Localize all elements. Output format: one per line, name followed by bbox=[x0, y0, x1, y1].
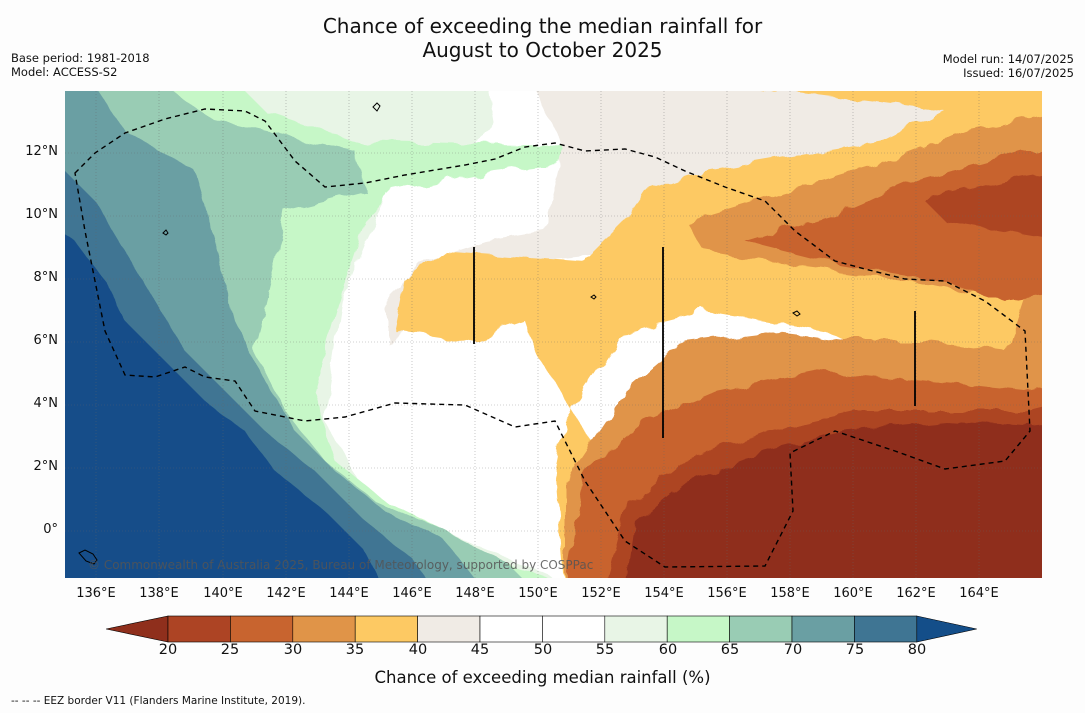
colorbar-segment-25-30 bbox=[230, 615, 294, 643]
base-period: Base period: 1981-2018 bbox=[11, 51, 150, 65]
colorbar-tick-20: 20 bbox=[158, 642, 178, 658]
map-title: Chance of exceeding the median rainfall … bbox=[0, 14, 1085, 62]
model-run: Model run: 14/07/2025 bbox=[942, 52, 1074, 66]
colorbar-tick-40: 40 bbox=[408, 642, 428, 658]
colorbar-segment-20-25 bbox=[167, 615, 231, 643]
colorbar-title: Chance of exceeding median rainfall (%) bbox=[374, 668, 711, 687]
islands bbox=[78, 102, 801, 565]
eez-border bbox=[74, 108, 1031, 568]
lat-label-12n: 12°N bbox=[25, 144, 58, 159]
colorbar-segment-35-40 bbox=[354, 615, 418, 643]
colorbar-segment-75-80 bbox=[854, 615, 918, 643]
lon-label-148e: 148°E bbox=[455, 586, 495, 601]
colorbar-segment-50-55 bbox=[542, 615, 606, 643]
colorbar-tick-65: 65 bbox=[720, 642, 740, 658]
lon-label-158e: 158°E bbox=[770, 586, 810, 601]
title-line-1: Chance of exceeding the median rainfall … bbox=[322, 14, 763, 38]
lon-label-146e: 146°E bbox=[392, 586, 432, 601]
lon-label-140e: 140°E bbox=[203, 586, 243, 601]
colorbar-segment-70-75 bbox=[791, 615, 855, 643]
graticule bbox=[65, 91, 1042, 578]
lon-label-138e: 138°E bbox=[139, 586, 179, 601]
meta-right: Model run: 14/07/2025 Issued: 16/07/2025 bbox=[943, 52, 1074, 80]
lon-label-154e: 154°E bbox=[644, 586, 684, 601]
region-below-20 bbox=[626, 421, 1042, 578]
lat-label-4n: 4°N bbox=[33, 396, 59, 411]
meta-left: Base period: 1981-2018 Model: ACCESS-S2 bbox=[11, 51, 150, 79]
colorbar-extend-high bbox=[916, 615, 977, 643]
colorbar-segment-65-70 bbox=[729, 615, 793, 643]
colorbar-segment-30-35 bbox=[292, 615, 356, 643]
lon-label-162e: 162°E bbox=[896, 586, 936, 601]
lon-label-144e: 144°E bbox=[329, 586, 369, 601]
lon-label-160e: 160°E bbox=[833, 586, 873, 601]
colorbar-tick-45: 45 bbox=[470, 642, 490, 658]
colorbar-tick-55: 55 bbox=[595, 642, 615, 658]
colorbar-tick-60: 60 bbox=[658, 642, 678, 658]
lon-label-156e: 156°E bbox=[707, 586, 747, 601]
copyright-notice: © Commonwealth of Australia 2025, Bureau… bbox=[88, 558, 594, 572]
title-line-2: August to October 2025 bbox=[422, 38, 663, 62]
lat-label-8n: 8°N bbox=[33, 270, 59, 285]
lon-label-150e: 150°E bbox=[518, 586, 558, 601]
lon-label-164e: 164°E bbox=[959, 586, 999, 601]
colorbar-extend-low bbox=[106, 615, 169, 643]
colorbar-segment-40-45 bbox=[417, 615, 481, 643]
colorbar-tick-25: 25 bbox=[220, 642, 240, 658]
lat-label-6n: 6°N bbox=[33, 333, 59, 348]
lon-label-142e: 142°E bbox=[266, 586, 306, 601]
colorbar-tick-35: 35 bbox=[345, 642, 365, 658]
lat-label-2n: 2°N bbox=[33, 459, 59, 474]
colorbar-segment-60-65 bbox=[666, 615, 730, 643]
lat-label-10n: 10°N bbox=[25, 207, 58, 222]
colorbar-tick-50: 50 bbox=[533, 642, 553, 658]
colorbar-segment-45-50 bbox=[479, 615, 543, 643]
boundary-lines bbox=[473, 247, 916, 438]
colorbar-tick-70: 70 bbox=[783, 642, 803, 658]
lat-label-0: 0° bbox=[43, 522, 58, 537]
colorbar bbox=[106, 615, 977, 643]
rainfall-map bbox=[65, 91, 1042, 578]
lon-label-152e: 152°E bbox=[581, 586, 621, 601]
region-above-80 bbox=[65, 234, 379, 578]
issued-date: Issued: 16/07/2025 bbox=[963, 66, 1074, 80]
colorbar-segment-55-60 bbox=[604, 615, 668, 643]
colorbar-tick-75: 75 bbox=[845, 642, 865, 658]
model-name: Model: ACCESS-S2 bbox=[11, 65, 118, 79]
eez-footnote: -- -- -- EEZ border V11 (Flanders Marine… bbox=[11, 695, 306, 707]
map-panel bbox=[65, 91, 1042, 578]
colorbar-tick-80: 80 bbox=[907, 642, 927, 658]
lon-label-136e: 136°E bbox=[76, 586, 116, 601]
colorbar-tick-30: 30 bbox=[283, 642, 303, 658]
